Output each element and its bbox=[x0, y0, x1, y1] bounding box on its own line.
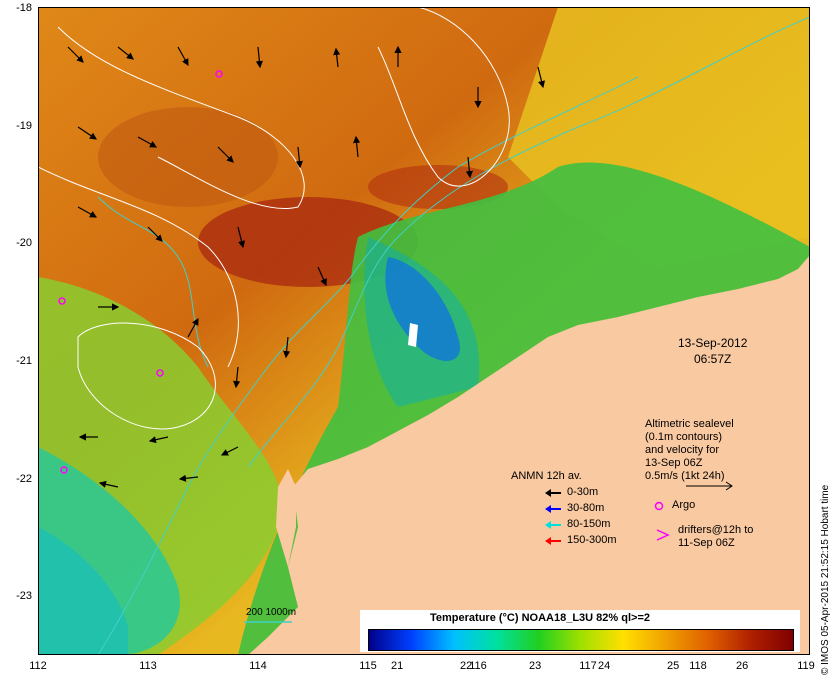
mooring-legend-label: 30-80m bbox=[567, 502, 605, 514]
mooring-legend-label: 0-30m bbox=[567, 486, 599, 498]
sealevel-contour-4 bbox=[38, 166, 239, 368]
cold-upwelling bbox=[385, 257, 460, 361]
lat-tick: -21 bbox=[16, 355, 32, 367]
map-time: 06:57Z bbox=[694, 352, 732, 366]
isobath-west bbox=[97, 196, 209, 368]
drifter-legend-line1: drifters@12h to bbox=[678, 524, 754, 536]
mooring-legend-label: 150-300m bbox=[567, 534, 617, 546]
land bbox=[248, 255, 810, 655]
lon-tick: 114 bbox=[249, 660, 267, 672]
argo-legend-icon bbox=[654, 501, 664, 511]
argo-float bbox=[215, 70, 223, 78]
cold-upwelling-edge bbox=[364, 237, 480, 407]
argo-float bbox=[156, 369, 164, 377]
mooring-arrow-80-150 bbox=[545, 521, 561, 529]
isobath-1000 bbox=[97, 76, 639, 655]
mooring-legend-title: ANMN 12h av. bbox=[511, 470, 582, 482]
colorbar-tick: 26 bbox=[736, 660, 749, 672]
lon-tick: 112 bbox=[29, 660, 47, 672]
colorbar-tick: 23 bbox=[529, 660, 542, 672]
argo-float bbox=[60, 466, 68, 474]
lat-tick: -22 bbox=[16, 473, 32, 485]
mooring-arrow-150-300 bbox=[545, 537, 561, 545]
velocity-arrows bbox=[67, 45, 546, 488]
hot-core-2 bbox=[368, 165, 508, 209]
map-date: 13-Sep-2012 bbox=[678, 336, 748, 350]
colorbar-tick: 21 bbox=[391, 660, 404, 672]
lat-tick: -19 bbox=[16, 120, 32, 132]
argo-float bbox=[58, 297, 66, 305]
altimetry-note-line: Altimetric sealevel bbox=[645, 418, 734, 430]
mooring-legend-label: 80-150m bbox=[567, 518, 611, 530]
mooring-arrow-0-30 bbox=[545, 489, 561, 497]
drifter-legend-icon bbox=[656, 529, 670, 541]
lon-tick: 113 bbox=[139, 660, 157, 672]
copyright-stamp: © IMOS 05-Apr-2015 21:52:15 Hobart time bbox=[820, 484, 831, 675]
lon-tick: 118 bbox=[689, 660, 707, 672]
lon-tick: 117 bbox=[579, 660, 597, 672]
map-border bbox=[38, 7, 810, 655]
velocity-scale-arrow bbox=[686, 481, 733, 491]
land-island bbox=[408, 323, 418, 347]
drifter-legend-line2: 11-Sep 06Z bbox=[678, 537, 735, 549]
lat-tick: -23 bbox=[16, 590, 32, 602]
hot-core-3 bbox=[98, 107, 278, 207]
colorbar-title: Temperature (°C) NOAA18_L3U 82% ql>=2 bbox=[430, 612, 650, 624]
isobath-legend-label: 200 1000m bbox=[246, 607, 297, 618]
sealevel-contour-3 bbox=[77, 322, 216, 430]
colorbar bbox=[368, 629, 794, 651]
mooring-arrow-30-80 bbox=[545, 505, 561, 513]
altimetry-note-line: 13-Sep 06Z bbox=[645, 457, 703, 469]
isobath-200 bbox=[247, 16, 810, 468]
altimetry-note-line: (0.1m contours) bbox=[645, 431, 723, 443]
colorbar-tick: 25 bbox=[667, 660, 680, 672]
lon-tick: 119 bbox=[797, 660, 815, 672]
cool-water-sw-deep bbox=[38, 527, 128, 655]
altimetry-note-line: 0.5m/s (1kt 24h) bbox=[645, 470, 725, 482]
sst-map bbox=[38, 7, 810, 655]
sealevel-contour-2 bbox=[377, 7, 510, 187]
lat-tick: -18 bbox=[16, 2, 32, 14]
sealevel-contour-1 bbox=[57, 26, 305, 209]
colorbar-tick: 24 bbox=[598, 660, 611, 672]
lon-tick: 115 bbox=[359, 660, 377, 672]
argo-legend-label: Argo bbox=[672, 499, 696, 511]
lat-tick: -20 bbox=[16, 237, 32, 249]
colorbar-tick: 22 bbox=[460, 660, 473, 672]
altimetry-note-line: and velocity for bbox=[645, 444, 719, 456]
lon-tick: 116 bbox=[469, 660, 487, 672]
land-peninsula bbox=[276, 469, 296, 567]
